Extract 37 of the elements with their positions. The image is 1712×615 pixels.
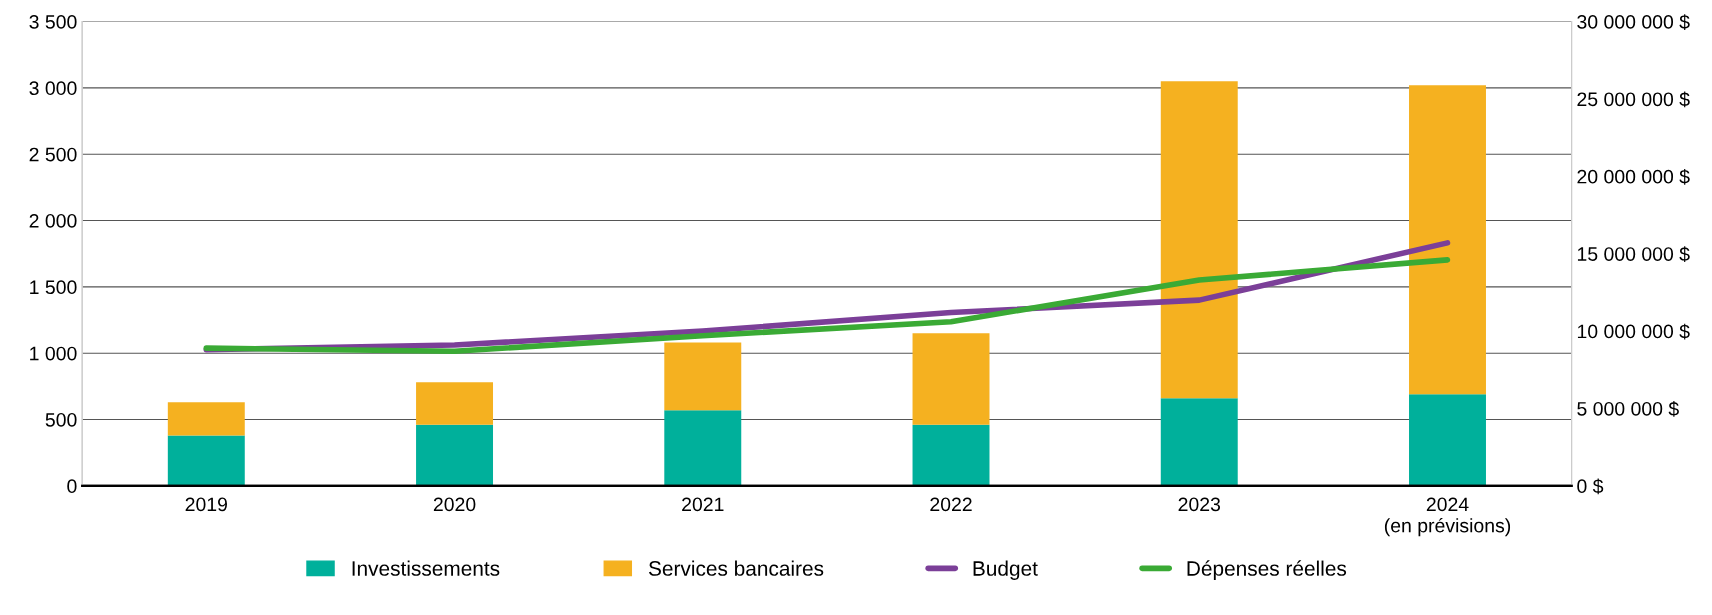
y2-tick-label: 15 000 000 $ (1577, 246, 1690, 263)
y-tick-label: 3 500 (29, 14, 77, 29)
y2-tick-label: 30 000 000 $ (1577, 14, 1690, 30)
legend-label: Budget (973, 560, 1038, 580)
legend-label: Dépenses réelles (1187, 560, 1347, 580)
y2-tick-label: 0 $ (1577, 478, 1604, 495)
bar (167, 402, 245, 436)
y-tick-label: 3 000 (29, 81, 77, 96)
x-tick-label: 2020 (433, 497, 476, 512)
x-tick-label: 2024 (en prévisions) (1384, 497, 1511, 537)
bar (416, 382, 494, 425)
bar (1160, 398, 1238, 486)
legend-label: Investissements (352, 560, 500, 576)
x-tick-label: 2023 (1178, 497, 1221, 512)
x-tick-label: 2022 (930, 497, 972, 512)
bar (664, 342, 742, 411)
y2-tick-label: 10 000 000 $ (1577, 323, 1690, 340)
y2-tick-label: 5 000 000 $ (1577, 401, 1679, 417)
legend-label: Services bancaires (648, 560, 824, 576)
bar (167, 435, 245, 486)
y2-tick-label: 25 000 000 $ (1577, 91, 1690, 108)
y-tick-label: 2 000 (29, 213, 77, 228)
x-tick-label: 2019 (185, 497, 227, 512)
bar (416, 424, 494, 486)
bar (1409, 85, 1486, 395)
bar (664, 410, 742, 486)
y-tick-label: 500 (45, 412, 77, 427)
bar (912, 424, 990, 486)
bar (1160, 81, 1238, 399)
y-tick-label: 1 000 (30, 346, 77, 361)
bar (1409, 394, 1486, 486)
x-tick-label: 2021 (682, 497, 724, 512)
y-tick-label: 0 (67, 479, 77, 494)
y-tick-label: 2 500 (29, 147, 77, 162)
y-tick-label: 1 500 (30, 280, 77, 295)
y2-tick-label: 20 000 000 $ (1577, 168, 1690, 185)
bar (912, 333, 990, 425)
